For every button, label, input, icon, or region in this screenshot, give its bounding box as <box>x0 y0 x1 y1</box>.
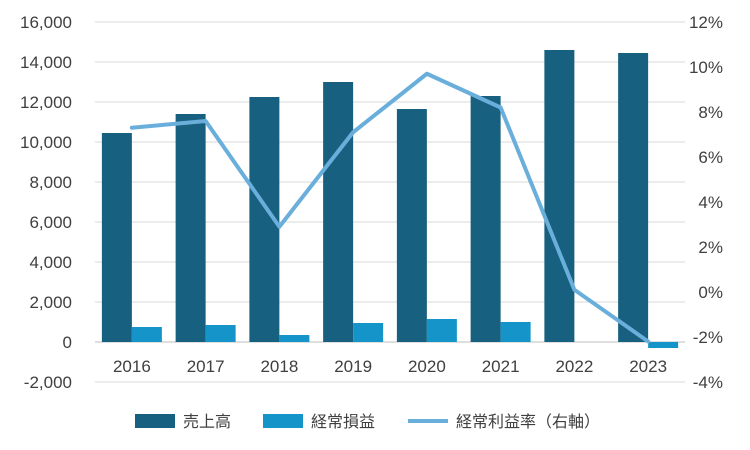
ordinary-income-bar <box>426 319 457 342</box>
sales-bar <box>470 96 501 342</box>
sales-bar <box>323 82 354 342</box>
legend-label: 売上高 <box>183 412 231 431</box>
legend: 売上高 経常損益 経常利益率（右軸） <box>135 412 600 431</box>
left-tick-label: 0 <box>63 333 72 352</box>
ordinary-income-bar <box>353 323 384 342</box>
x-category-label: 2022 <box>555 357 593 376</box>
right-tick-label: 6% <box>698 148 723 167</box>
ordinary-income-bar <box>205 325 236 342</box>
x-axis: 2016 2017 2018 2019 2020 2021 2022 2023 <box>113 357 667 376</box>
right-tick-label: 4% <box>698 193 723 212</box>
x-category-label: 2020 <box>408 357 446 376</box>
right-tick-label: -4% <box>693 373 723 392</box>
sales-bar <box>175 114 206 342</box>
right-tick-label: 10% <box>689 58 723 77</box>
right-tick-label: 12% <box>689 13 723 32</box>
left-tick-label: 12,000 <box>20 93 72 112</box>
legend-label: 経常利益率（右軸） <box>456 412 600 431</box>
sales-bar <box>618 53 649 342</box>
sales-bar <box>544 50 575 342</box>
x-category-label: 2021 <box>482 357 520 376</box>
ratio-line-path <box>129 71 651 344</box>
legend-swatch <box>135 414 175 428</box>
right-tick-label: 0% <box>698 283 723 302</box>
right-tick-label: -2% <box>693 328 723 347</box>
ordinary-income-bar <box>131 327 162 342</box>
ordinary-income-bar <box>648 342 679 348</box>
left-tick-label: 4,000 <box>29 253 72 272</box>
x-category-label: 2016 <box>113 357 151 376</box>
left-tick-label: 14,000 <box>20 53 72 72</box>
left-tick-label: -2,000 <box>24 373 72 392</box>
right-axis: -4% -2% 0% 2% 4% 6% 8% 10% 12% <box>689 13 723 392</box>
x-category-label: 2019 <box>334 357 372 376</box>
x-category-label: 2018 <box>260 357 298 376</box>
left-tick-label: 8,000 <box>29 173 72 192</box>
legend-swatch <box>263 414 303 428</box>
left-axis: -2,000 0 2,000 4,000 6,000 8,000 10,000 12,000 1… <box>20 13 72 392</box>
left-tick-label: 16,000 <box>20 13 72 32</box>
x-category-label: 2017 <box>187 357 225 376</box>
sales-bar <box>101 133 132 342</box>
legend-label: 経常損益 <box>311 412 375 431</box>
ordinary-income-bar <box>279 335 310 342</box>
left-tick-label: 2,000 <box>29 293 72 312</box>
ordinary-income-bar <box>500 322 531 342</box>
x-category-label: 2023 <box>629 357 667 376</box>
left-tick-label: 10,000 <box>20 133 72 152</box>
bars <box>101 50 679 348</box>
right-tick-label: 8% <box>698 103 723 122</box>
ratio-line <box>129 71 651 344</box>
sales-bar <box>396 109 427 342</box>
left-tick-label: 6,000 <box>29 213 72 232</box>
right-tick-label: 2% <box>698 238 723 257</box>
